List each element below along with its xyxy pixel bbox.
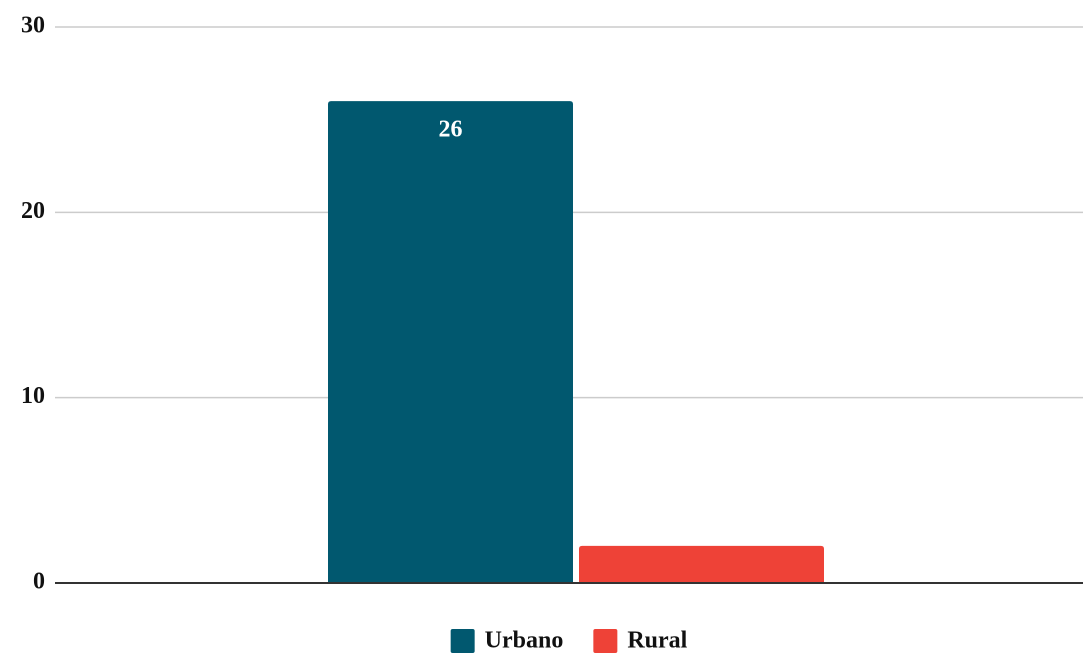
legend-swatch xyxy=(593,629,618,653)
legend-swatch xyxy=(450,629,475,653)
y-tick-label: 10 xyxy=(21,383,45,409)
bar xyxy=(579,545,824,583)
data-label: 26 xyxy=(439,117,463,143)
y-tick-label: 20 xyxy=(21,198,45,224)
y-tick-label: 30 xyxy=(21,13,45,39)
legend-label: Urbano xyxy=(485,628,564,654)
legend-label: Rural xyxy=(627,628,687,654)
y-tick-label: 0 xyxy=(33,569,45,595)
bar xyxy=(328,101,573,583)
